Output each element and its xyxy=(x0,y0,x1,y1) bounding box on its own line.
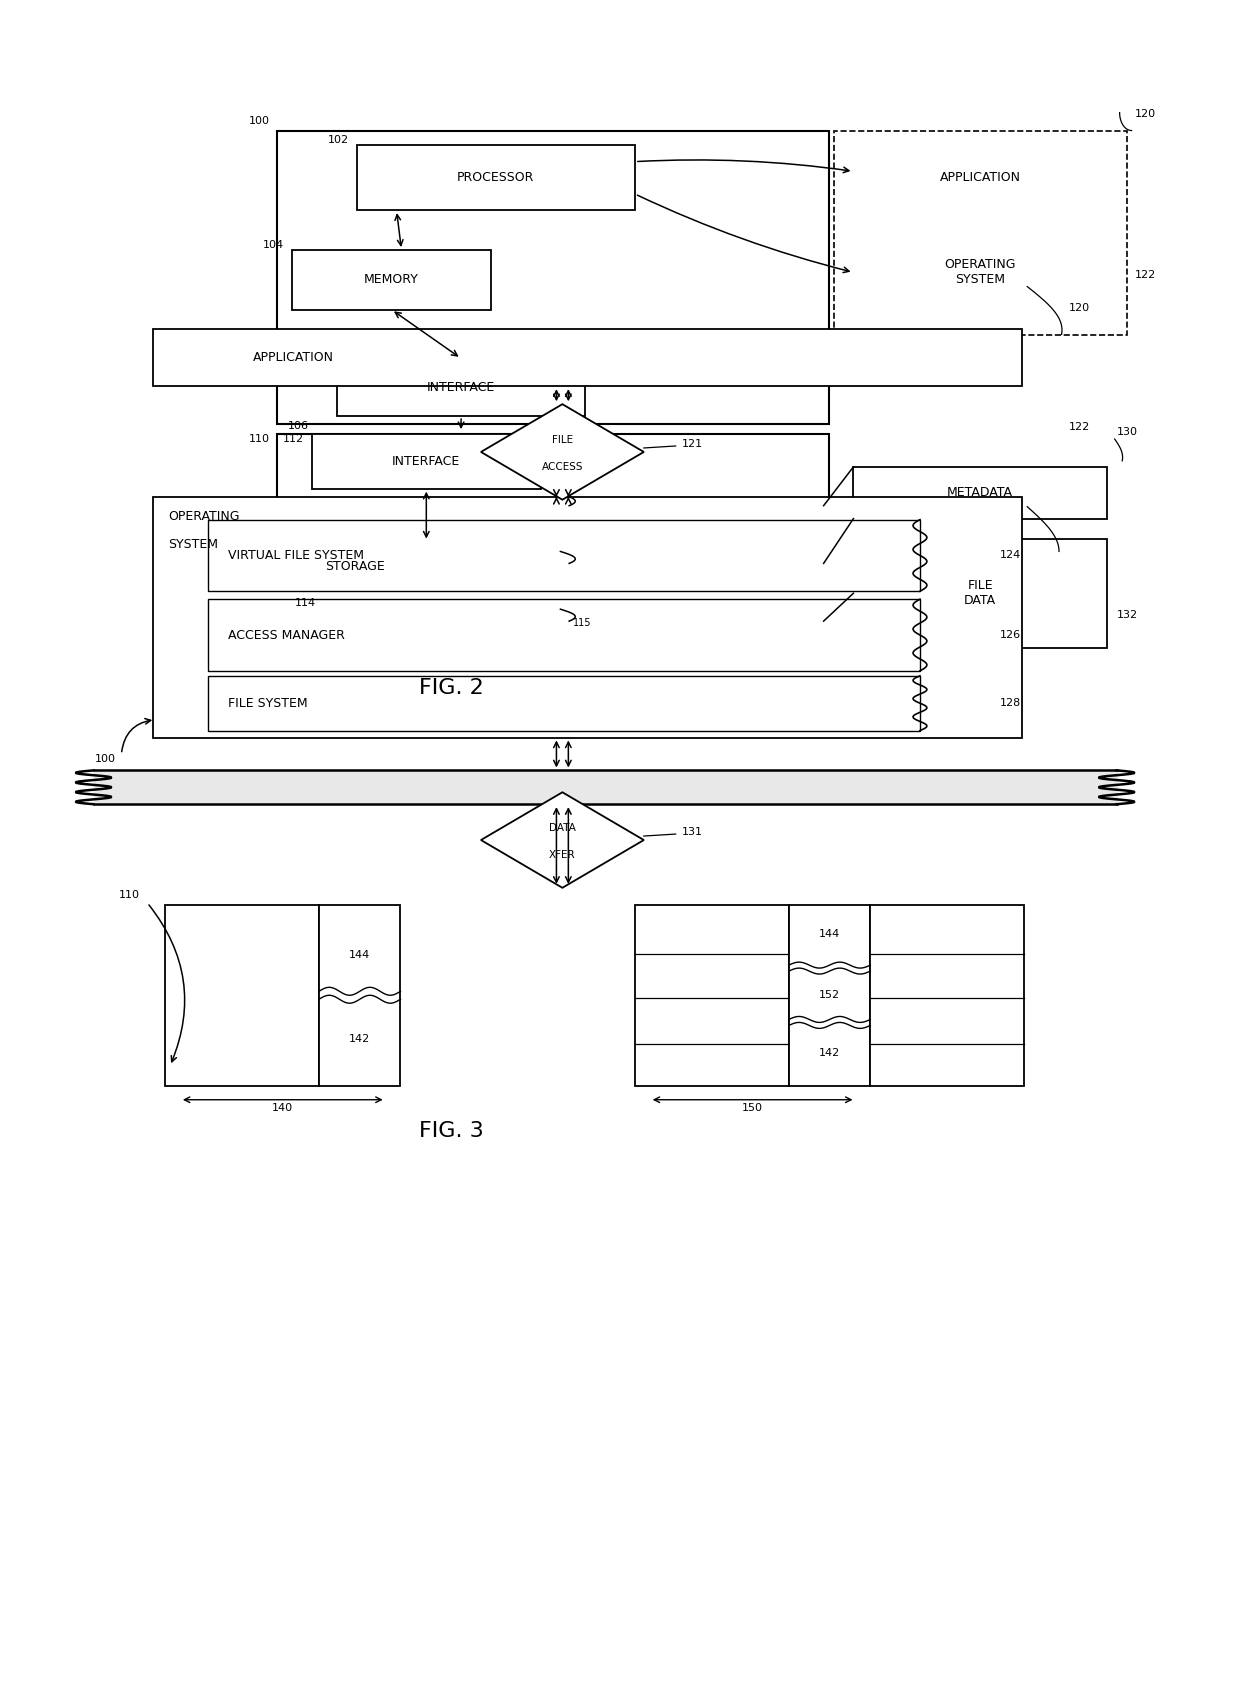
Text: PROCESSOR: PROCESSOR xyxy=(458,171,534,184)
FancyBboxPatch shape xyxy=(635,905,789,1086)
FancyBboxPatch shape xyxy=(853,147,1107,206)
Text: 112: 112 xyxy=(283,435,304,443)
Text: 122: 122 xyxy=(1069,421,1090,431)
Text: 150: 150 xyxy=(742,1103,763,1113)
FancyBboxPatch shape xyxy=(208,519,920,591)
Text: 102: 102 xyxy=(327,135,348,146)
FancyBboxPatch shape xyxy=(388,594,419,618)
FancyBboxPatch shape xyxy=(208,599,920,670)
FancyBboxPatch shape xyxy=(870,905,1024,1086)
Text: 130: 130 xyxy=(1117,426,1137,437)
FancyBboxPatch shape xyxy=(853,467,1107,519)
Text: METADATA: METADATA xyxy=(947,486,1013,499)
FancyBboxPatch shape xyxy=(337,359,585,416)
Text: INTERFACE: INTERFACE xyxy=(427,381,495,394)
FancyBboxPatch shape xyxy=(357,146,635,210)
Text: 126: 126 xyxy=(999,629,1021,640)
FancyBboxPatch shape xyxy=(324,569,356,594)
Text: FIG. 2: FIG. 2 xyxy=(419,678,484,697)
FancyBboxPatch shape xyxy=(356,569,388,594)
FancyBboxPatch shape xyxy=(154,497,1022,738)
FancyBboxPatch shape xyxy=(312,435,541,489)
FancyBboxPatch shape xyxy=(789,905,870,1086)
FancyBboxPatch shape xyxy=(356,618,388,643)
Text: 100: 100 xyxy=(248,115,269,125)
Text: DATA: DATA xyxy=(549,822,575,832)
FancyBboxPatch shape xyxy=(208,675,920,731)
FancyBboxPatch shape xyxy=(833,130,1127,335)
FancyBboxPatch shape xyxy=(154,328,1022,386)
Text: 142: 142 xyxy=(818,1049,841,1058)
Text: FILE
DATA: FILE DATA xyxy=(963,579,996,607)
FancyBboxPatch shape xyxy=(278,130,828,425)
FancyBboxPatch shape xyxy=(324,618,356,643)
Text: 144: 144 xyxy=(350,951,371,961)
FancyBboxPatch shape xyxy=(293,618,324,643)
Text: SYSTEM: SYSTEM xyxy=(169,538,218,552)
Text: 124: 124 xyxy=(999,550,1021,560)
Text: OPERATING: OPERATING xyxy=(169,509,239,523)
FancyBboxPatch shape xyxy=(293,250,491,310)
Text: XFER: XFER xyxy=(549,849,575,860)
Polygon shape xyxy=(481,404,644,499)
FancyBboxPatch shape xyxy=(165,905,319,1086)
FancyBboxPatch shape xyxy=(356,594,388,618)
Text: ACCESS MANAGER: ACCESS MANAGER xyxy=(228,628,345,641)
Polygon shape xyxy=(481,792,644,888)
Text: 100: 100 xyxy=(94,755,115,765)
Text: 152: 152 xyxy=(818,990,841,1000)
Text: ACCESS: ACCESS xyxy=(542,462,583,472)
Text: FIG. 3: FIG. 3 xyxy=(419,1120,484,1140)
Text: 114: 114 xyxy=(295,599,316,607)
FancyBboxPatch shape xyxy=(293,594,324,618)
Text: 131: 131 xyxy=(682,827,703,838)
Text: 122: 122 xyxy=(1135,269,1156,279)
Text: OPERATING
SYSTEM: OPERATING SYSTEM xyxy=(945,259,1016,286)
Text: 140: 140 xyxy=(273,1103,294,1113)
Text: 104: 104 xyxy=(263,240,284,250)
Text: 120: 120 xyxy=(1069,303,1090,313)
Text: 144: 144 xyxy=(818,929,841,939)
Text: 115: 115 xyxy=(573,618,591,628)
Text: FILE SYSTEM: FILE SYSTEM xyxy=(228,697,308,709)
FancyBboxPatch shape xyxy=(288,548,556,648)
Text: 132: 132 xyxy=(1117,611,1138,621)
Text: 110: 110 xyxy=(248,435,269,443)
FancyBboxPatch shape xyxy=(324,594,356,618)
Text: 142: 142 xyxy=(350,1034,371,1044)
Text: MEMORY: MEMORY xyxy=(365,274,419,286)
Text: 110: 110 xyxy=(119,890,140,900)
Text: 128: 128 xyxy=(999,699,1021,709)
FancyBboxPatch shape xyxy=(853,225,1107,320)
FancyBboxPatch shape xyxy=(388,618,419,643)
Text: APPLICATION: APPLICATION xyxy=(940,171,1021,184)
Text: 120: 120 xyxy=(1135,108,1156,118)
Text: FILE: FILE xyxy=(552,435,573,445)
FancyBboxPatch shape xyxy=(319,905,401,1086)
Text: INTERFACE: INTERFACE xyxy=(392,455,460,469)
Text: STORAGE: STORAGE xyxy=(325,560,384,574)
FancyBboxPatch shape xyxy=(388,569,419,594)
FancyBboxPatch shape xyxy=(293,569,324,594)
FancyBboxPatch shape xyxy=(853,538,1107,648)
Text: APPLICATION: APPLICATION xyxy=(253,350,334,364)
Text: 106: 106 xyxy=(288,421,309,431)
Text: 121: 121 xyxy=(682,438,703,448)
FancyBboxPatch shape xyxy=(278,435,828,658)
Text: VIRTUAL FILE SYSTEM: VIRTUAL FILE SYSTEM xyxy=(228,548,363,562)
